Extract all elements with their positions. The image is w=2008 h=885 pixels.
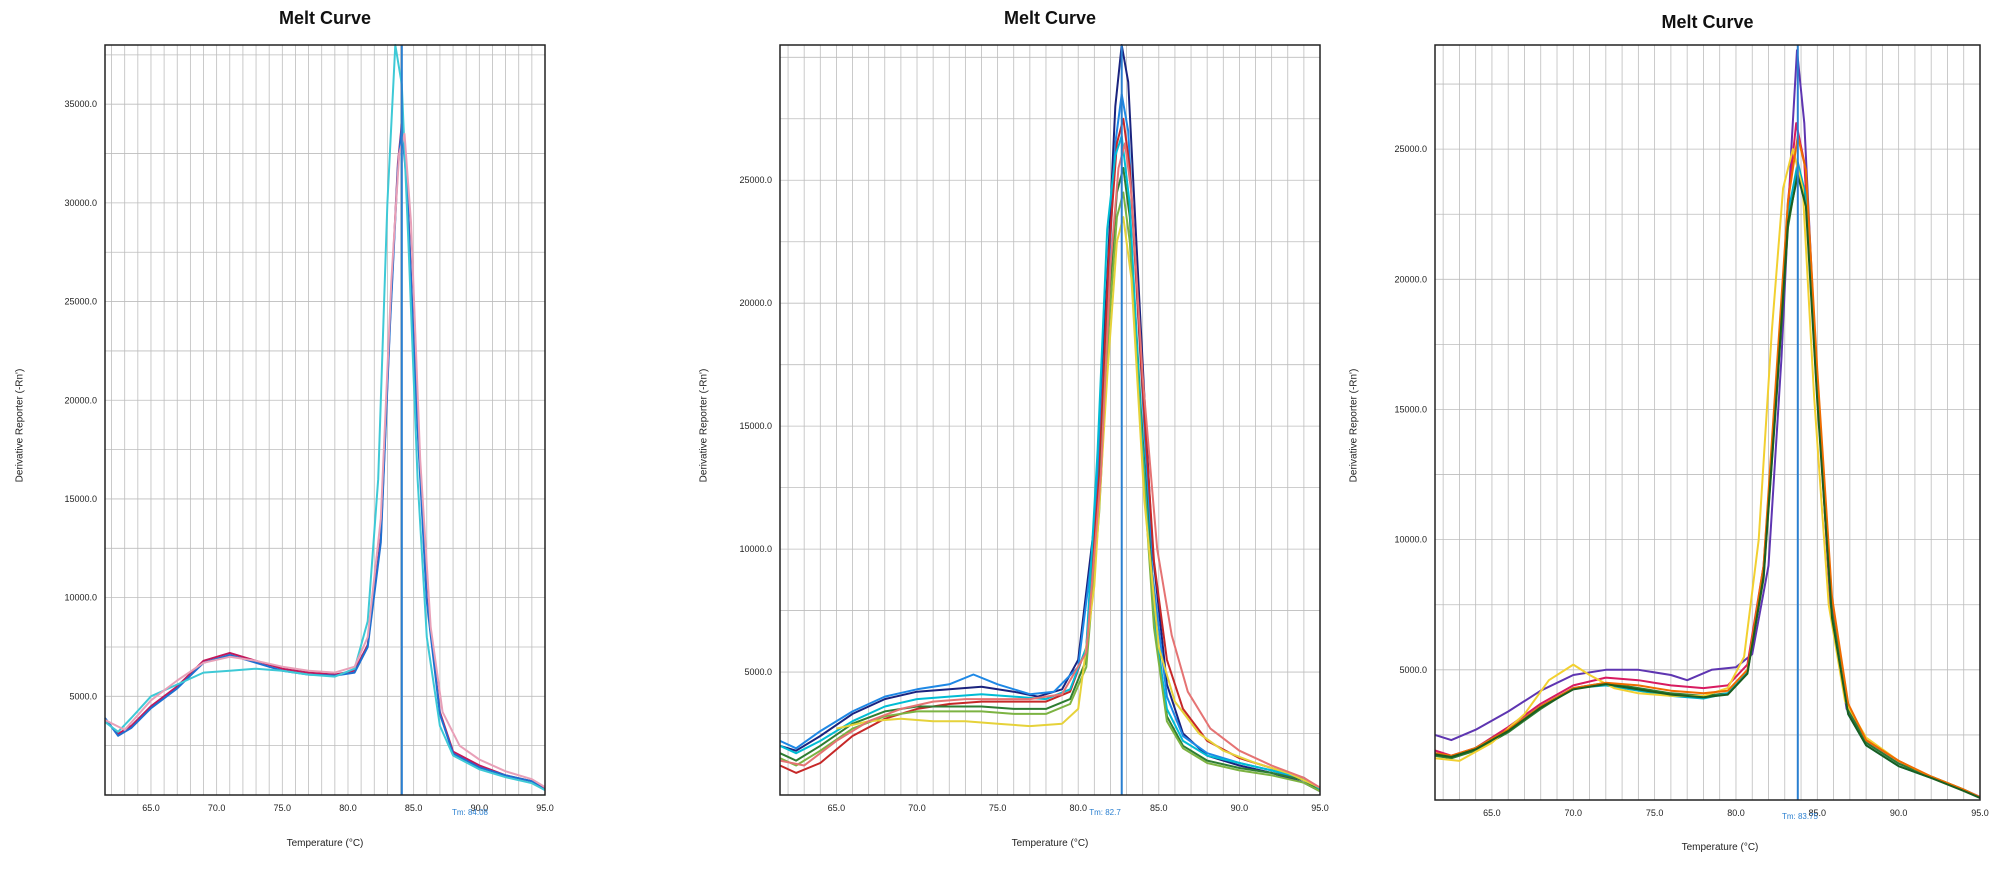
x-tick-label: 95.0 [1311, 803, 1329, 813]
tm-label: Tm: 82.7 [1089, 808, 1121, 817]
x-tick-label: 75.0 [989, 803, 1007, 813]
x-tick-label: 85.0 [1809, 808, 1827, 818]
y-tick-label: 25000.0 [64, 297, 97, 307]
x-axis-label: Temperature (°C) [286, 838, 364, 849]
y-tick-label: 20000.0 [739, 298, 772, 308]
tm-label: Tm: 84.08 [451, 808, 488, 817]
x-tick-label: 80.0 [1727, 808, 1745, 818]
x-tick-label: 65.0 [142, 803, 160, 813]
chart-title: Melt Curve [1003, 8, 1097, 28]
series-line-7 [1434, 174, 1981, 799]
plot-frame [1434, 44, 1981, 801]
x-tick-label: 65.0 [1483, 808, 1501, 818]
y-tick-label: 25000.0 [1394, 144, 1427, 154]
x-tick-label: 75.0 [274, 803, 292, 813]
y-tick-label: 15000.0 [64, 494, 97, 504]
y-tick-label: 20000.0 [64, 395, 97, 405]
plot-background [1435, 45, 1980, 800]
chart-title: Melt Curve [278, 8, 372, 28]
x-tick-label: 90.0 [1231, 803, 1249, 813]
plot-background [780, 45, 1320, 795]
chart-panel-2: Melt Curve Derivative Reporter (-Rn') 65… [699, 8, 1329, 849]
x-tick-label: 95.0 [1971, 808, 1989, 818]
x-tick-label: 90.0 [471, 803, 489, 813]
y-tick-label: 5000.0 [744, 667, 772, 677]
y-tick-label: 5000.0 [69, 691, 97, 701]
plot-area: 65.0 70.0 75.0 80.0 85.0 90.0 95.0 5000.0 10000.… [64, 44, 554, 813]
series-line-4 [104, 132, 546, 788]
x-tick-label: 75.0 [1646, 808, 1664, 818]
x-tick-label: 85.0 [405, 803, 423, 813]
x-tick-label: 80.0 [339, 803, 357, 813]
x-tick-label: 70.0 [208, 803, 226, 813]
y-tick-label: 15000.0 [1394, 404, 1427, 414]
x-tick-label: 70.0 [908, 803, 926, 813]
series-line-3 [104, 44, 546, 791]
series-line-2 [104, 126, 546, 791]
series-line-1 [779, 44, 1321, 793]
series-line-7 [836, 216, 1321, 789]
y-tick-label: 30000.0 [64, 198, 97, 208]
series-line-8 [779, 142, 1321, 789]
y-tick-label: 10000.0 [1394, 535, 1427, 545]
x-tick-label: 80.0 [1069, 803, 1087, 813]
x-tick-label: 70.0 [1565, 808, 1583, 818]
y-tick-label: 20000.0 [1394, 274, 1427, 284]
y-tick-label: 10000.0 [64, 593, 97, 603]
plot-area: 65.0 70.0 75.0 80.0 85.0 90.0 95.0 5000.0 10000.… [739, 44, 1329, 813]
y-tick-label: 35000.0 [64, 99, 97, 109]
series-line-5 [779, 135, 1321, 790]
plot-background [105, 45, 545, 795]
y-tick-label: 5000.0 [1399, 665, 1427, 675]
y-tick-label: 25000.0 [739, 175, 772, 185]
x-axis-label: Temperature (°C) [1011, 838, 1089, 849]
x-tick-label: 85.0 [1150, 803, 1168, 813]
y-tick-label: 15000.0 [739, 421, 772, 431]
plot-frame [779, 44, 1321, 796]
x-tick-label: 90.0 [1890, 808, 1908, 818]
y-tick-label: 10000.0 [739, 544, 772, 554]
chart-title: Melt Curve [1661, 12, 1754, 32]
plot-frame [104, 44, 546, 796]
chart-panel-1: Melt Curve Derivative Reporter (-Rn') 65… [0, 0, 660, 885]
x-tick-label: 65.0 [828, 803, 846, 813]
tm-label: Tm: 83.75 [1781, 812, 1818, 821]
x-tick-label: 95.0 [536, 803, 554, 813]
x-axis-label: Temperature (°C) [1681, 842, 1759, 853]
